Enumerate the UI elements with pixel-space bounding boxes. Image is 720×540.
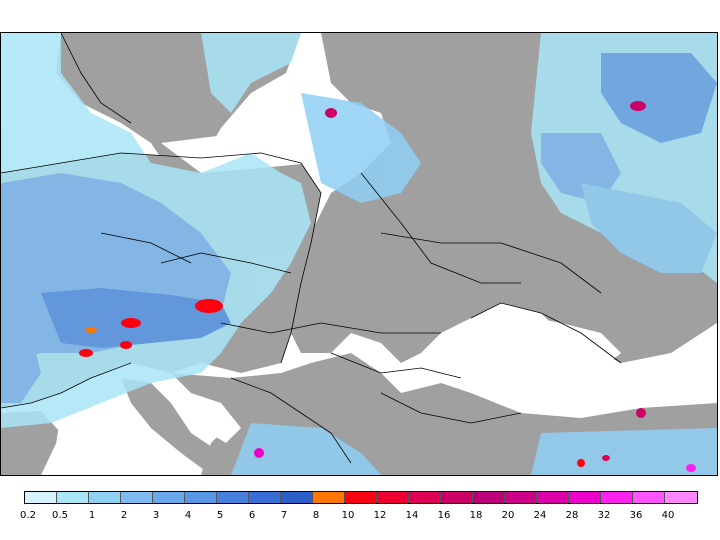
legend-swatch (345, 492, 377, 503)
precip-layer (1, 33, 717, 475)
legend-swatch (89, 492, 121, 503)
legend-tick-label: 28 (565, 510, 579, 521)
sea-layer (51, 123, 621, 475)
legend-swatch (217, 492, 249, 503)
legend-tick-label: 7 (280, 510, 288, 521)
legend-tick-label: 1 (88, 510, 96, 521)
legend-swatch (601, 492, 633, 503)
legend-tick-label: 2 (120, 510, 128, 521)
legend-swatch (537, 492, 569, 503)
legend-swatch (665, 492, 697, 503)
legend-swatch (281, 492, 313, 503)
legend-swatch (409, 492, 441, 503)
legend-swatch (505, 492, 537, 503)
legend-tick-label: 10 (341, 510, 355, 521)
legend-tick-label: 14 (405, 510, 419, 521)
legend-tick-label: 8 (312, 510, 320, 521)
legend-tick-label: 20 (501, 510, 515, 521)
legend-tick-label: 4 (184, 510, 192, 521)
legend-swatch (249, 492, 281, 503)
legend-tick-label: 5 (216, 510, 224, 521)
legend-tick-label: 12 (373, 510, 387, 521)
legend-swatch (377, 492, 409, 503)
legend-tick-label: 6 (248, 510, 256, 521)
legend-swatch (569, 492, 601, 503)
legend-tick-label: 40 (661, 510, 675, 521)
legend-tick-label: 24 (533, 510, 547, 521)
legend-swatch (121, 492, 153, 503)
legend-swatch (153, 492, 185, 503)
legend-tick-label: 3 (152, 510, 160, 521)
legend-swatch (441, 492, 473, 503)
legend-tick-label: 32 (597, 510, 611, 521)
legend-swatch (313, 492, 345, 503)
legend-swatch (633, 492, 665, 503)
legend-swatch (57, 492, 89, 503)
legend-tick-label: 0.2 (20, 510, 36, 521)
country-borders (1, 33, 622, 464)
legend-swatch (473, 492, 505, 503)
legend-swatch (25, 492, 57, 503)
precipitation-legend: 0.2 0.5 1 2 3 4 5 6 7 8 10 12 14 16 18 20 24 28 32 36 40 (20, 491, 714, 531)
legend-tick-label: 16 (437, 510, 451, 521)
legend-tick-label: 36 (629, 510, 643, 521)
legend-tick-label: 18 (469, 510, 483, 521)
legend-swatch (185, 492, 217, 503)
legend-color-bar (24, 491, 698, 504)
heavy-cells (79, 101, 696, 472)
legend-tick-label: 0.5 (52, 510, 68, 521)
precipitation-map (0, 32, 718, 476)
